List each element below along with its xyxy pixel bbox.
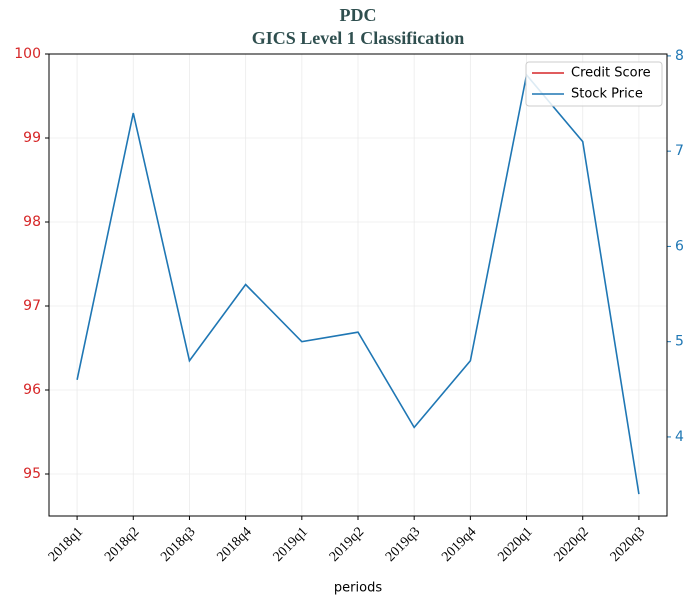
y-tick-label: 97 bbox=[23, 298, 41, 314]
y-tick-label: 96 bbox=[23, 382, 41, 398]
x-tick-label: 2018q4 bbox=[214, 524, 254, 564]
x-tick-label: 2018q1 bbox=[46, 524, 86, 564]
x-tick-label: 2020q2 bbox=[552, 524, 592, 564]
x-tick-label: 2019q4 bbox=[439, 524, 479, 564]
y2-tick-label: 4 bbox=[675, 429, 684, 445]
y-tick-label: 95 bbox=[23, 466, 41, 482]
legend-label: Stock Price bbox=[571, 87, 643, 102]
x-tick-label: 2018q2 bbox=[102, 524, 142, 564]
y2-tick-label: 6 bbox=[675, 238, 684, 254]
x-tick-label: 2019q1 bbox=[271, 524, 311, 564]
x-tick-label: 2019q2 bbox=[327, 524, 367, 564]
legend-label: Credit Score bbox=[571, 66, 651, 81]
y-tick-label: 98 bbox=[23, 214, 41, 230]
plot-frame bbox=[48, 53, 668, 517]
chart-title: PDC bbox=[340, 5, 377, 25]
x-tick-label: 2018q3 bbox=[158, 524, 198, 564]
chart-subtitle: GICS Level 1 Classification bbox=[252, 28, 465, 48]
y-tick-label: 99 bbox=[23, 130, 41, 146]
x-tick-label: 2019q3 bbox=[383, 524, 423, 564]
x-tick-label: 2020q1 bbox=[495, 524, 535, 564]
x-tick-label: 2020q3 bbox=[608, 524, 648, 564]
y2-tick-label: 7 bbox=[675, 143, 684, 159]
x-axis-label: periods bbox=[334, 581, 382, 596]
y2-tick-label: 8 bbox=[675, 48, 684, 64]
y2-tick-label: 5 bbox=[675, 334, 684, 350]
y-tick-label: 100 bbox=[14, 46, 41, 62]
